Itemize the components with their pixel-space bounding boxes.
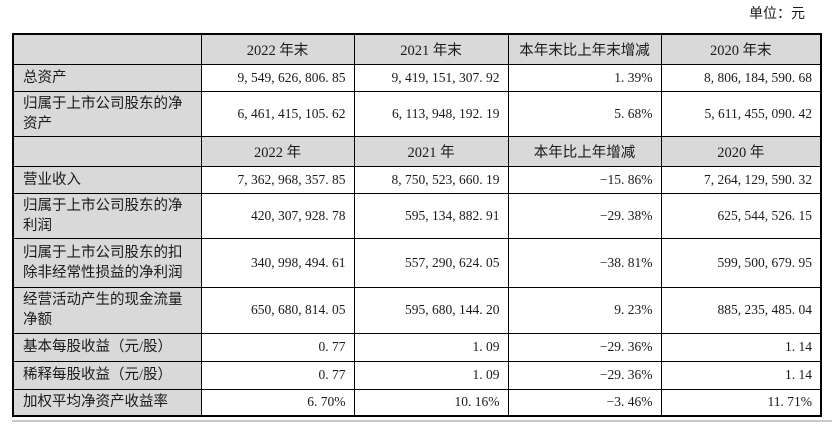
header-2020-year-end: 2020 年末 <box>660 33 822 65</box>
cell-2022: 340, 998, 494. 61 <box>200 237 355 288</box>
row-label: 稀释每股收益（元/股） <box>12 360 202 390</box>
cell-change: −15. 86% <box>507 165 662 194</box>
cell-change: 1. 39% <box>507 63 662 92</box>
header-2022-year-end: 2022 年末 <box>200 33 355 65</box>
cell-2020: 8, 806, 184, 590. 68 <box>660 63 822 92</box>
cell-2020: 11. 71% <box>660 388 822 417</box>
cell-2022: 0. 77 <box>200 332 355 362</box>
cell-2020: 7, 264, 129, 590. 32 <box>660 165 822 194</box>
header-2022: 2022 年 <box>200 135 355 167</box>
cell-2021: 1. 09 <box>353 332 509 362</box>
cell-2021: 9, 419, 151, 307. 92 <box>353 63 509 92</box>
cell-change: −3. 46% <box>507 388 662 417</box>
cell-2022: 7, 362, 968, 357. 85 <box>200 165 355 194</box>
cell-2021: 1. 09 <box>353 360 509 390</box>
cell-2020: 1. 14 <box>660 332 822 362</box>
row-label: 营业收入 <box>12 165 202 194</box>
cell-2022: 9, 549, 626, 806. 85 <box>200 63 355 92</box>
header-blank <box>12 135 202 167</box>
row-label: 经营活动产生的现金流量净额 <box>12 286 202 334</box>
table-row-net-assets: 归属于上市公司股东的净资产 6, 461, 415, 105. 62 6, 11… <box>12 90 822 137</box>
cell-2022: 6. 70% <box>200 388 355 417</box>
cell-2021: 10. 16% <box>353 388 509 417</box>
row-label: 归属于上市公司股东的净利润 <box>12 192 202 239</box>
cell-change: 5. 68% <box>507 90 662 137</box>
cell-2021: 595, 680, 144. 20 <box>353 286 509 334</box>
header-2021-year-end: 2021 年末 <box>353 33 509 65</box>
cell-change: −29. 36% <box>507 360 662 390</box>
cell-change: −38. 81% <box>507 237 662 288</box>
cell-2020: 5, 611, 455, 090. 42 <box>660 90 822 137</box>
header-yoy-change: 本年比上年增减 <box>507 135 662 167</box>
cell-change: 9. 23% <box>507 286 662 334</box>
table-row-weighted-avg-roe: 加权平均净资产收益率 6. 70% 10. 16% −3. 46% 11. 71… <box>12 388 822 417</box>
cell-2020: 1. 14 <box>660 360 822 390</box>
cell-2021: 595, 134, 882. 91 <box>353 192 509 239</box>
table-row-total-assets: 总资产 9, 549, 626, 806. 85 9, 419, 151, 30… <box>12 63 822 92</box>
cell-2021: 557, 290, 624. 05 <box>353 237 509 288</box>
table-row-basic-eps: 基本每股收益（元/股） 0. 77 1. 09 −29. 36% 1. 14 <box>12 332 822 362</box>
cell-change: −29. 38% <box>507 192 662 239</box>
row-label: 归属于上市公司股东的扣除非经常性损益的净利润 <box>12 237 202 288</box>
unit-label: 单位：元 <box>749 7 805 22</box>
next-table-top-edge <box>12 420 832 422</box>
table-header-row-balance: 2022 年末 2021 年末 本年末比上年末增减 2020 年末 <box>12 33 822 65</box>
table-header-row-income: 2022 年 2021 年 本年比上年增减 2020 年 <box>12 135 822 167</box>
cell-2020: 885, 235, 485. 04 <box>660 286 822 334</box>
row-label: 加权平均净资产收益率 <box>12 388 202 417</box>
table-row-operating-cash-flow: 经营活动产生的现金流量净额 650, 680, 814. 05 595, 680… <box>12 286 822 334</box>
table-row-deducted-net-profit: 归属于上市公司股东的扣除非经常性损益的净利润 340, 998, 494. 61… <box>12 237 822 288</box>
header-2021: 2021 年 <box>353 135 509 167</box>
cell-change: −29. 36% <box>507 332 662 362</box>
table-row-net-profit: 归属于上市公司股东的净利润 420, 307, 928. 78 595, 134… <box>12 192 822 239</box>
header-blank <box>12 33 202 65</box>
table-row-revenue: 营业收入 7, 362, 968, 357. 85 8, 750, 523, 6… <box>12 165 822 194</box>
cell-2020: 625, 544, 526. 15 <box>660 192 822 239</box>
table-row-diluted-eps: 稀释每股收益（元/股） 0. 77 1. 09 −29. 36% 1. 14 <box>12 360 822 390</box>
row-label: 基本每股收益（元/股） <box>12 332 202 362</box>
cell-2022: 420, 307, 928. 78 <box>200 192 355 239</box>
cell-2022: 0. 77 <box>200 360 355 390</box>
financial-highlights-table: 2022 年末 2021 年末 本年末比上年末增减 2020 年末 总资产 9,… <box>12 33 822 417</box>
cell-2022: 6, 461, 415, 105. 62 <box>200 90 355 137</box>
cell-2021: 8, 750, 523, 660. 19 <box>353 165 509 194</box>
row-label: 归属于上市公司股东的净资产 <box>12 90 202 137</box>
header-yoy-change-year-end: 本年末比上年末增减 <box>507 33 662 65</box>
cell-2021: 6, 113, 948, 192. 19 <box>353 90 509 137</box>
row-label: 总资产 <box>12 63 202 92</box>
cell-2022: 650, 680, 814. 05 <box>200 286 355 334</box>
cell-2020: 599, 500, 679. 95 <box>660 237 822 288</box>
header-2020: 2020 年 <box>660 135 822 167</box>
